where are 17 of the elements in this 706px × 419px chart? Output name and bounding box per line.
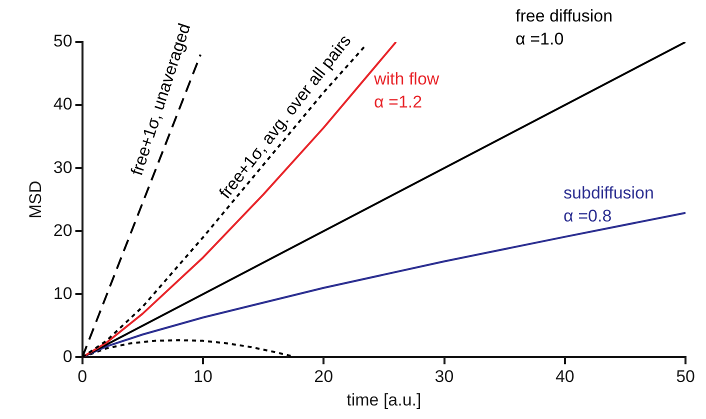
y-tick-label: 10 xyxy=(53,284,72,303)
x-tick-label: 30 xyxy=(434,367,454,386)
x-tick-label: 0 xyxy=(78,367,88,386)
y-tick-label: 0 xyxy=(62,346,72,366)
x-axis-title: time [a.u.] xyxy=(346,390,422,410)
y-tick-label: 20 xyxy=(53,220,72,240)
y-tick-label: 50 xyxy=(53,32,72,51)
series-label: with flow α =1.2 xyxy=(372,70,440,112)
series-label: free diffusion α =1.0 xyxy=(516,6,613,49)
x-tick-label: 40 xyxy=(555,367,574,386)
x-tick-label: 50 xyxy=(676,367,696,386)
x-tick-label: 20 xyxy=(314,367,334,386)
y-axis-title: MSD xyxy=(26,180,45,218)
y-tick-label: 40 xyxy=(53,94,72,114)
x-tick-label: 10 xyxy=(193,367,212,386)
y-tick-label: 30 xyxy=(53,158,72,177)
series-label: subdiffusion α =0.8 xyxy=(564,184,654,226)
